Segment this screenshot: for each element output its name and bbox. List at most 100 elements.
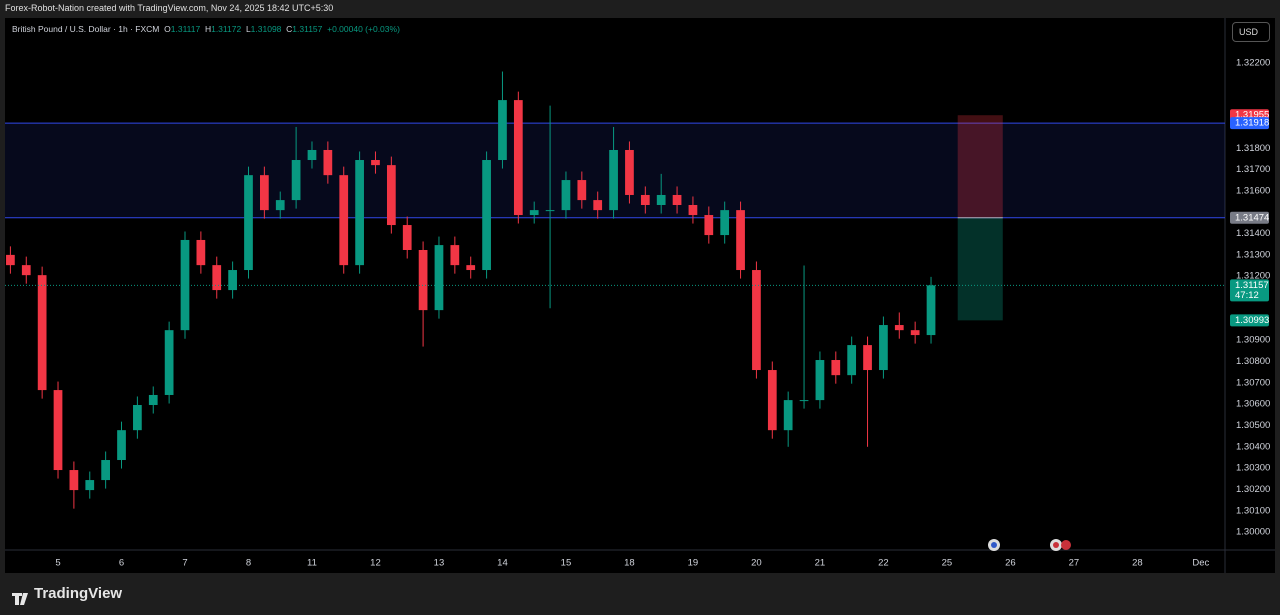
candle-body (164, 330, 174, 395)
zone-badge-label: 1.31918 (1235, 118, 1269, 129)
candle-body (148, 394, 158, 406)
candle-body (323, 149, 333, 176)
o-label: O (164, 24, 171, 34)
candle-body (783, 400, 793, 431)
header-title: Forex-Robot-Nation created with TradingV… (5, 3, 334, 13)
x-tick-label: 22 (878, 558, 889, 569)
x-tick-label: 21 (815, 558, 826, 569)
l-label: L (245, 24, 251, 34)
y-tick-label: 1.30500 (1236, 420, 1270, 431)
candle-body (434, 245, 444, 311)
candle-body (212, 265, 222, 291)
candle-body (545, 210, 555, 212)
candle-body (767, 370, 777, 431)
candle-body (260, 175, 269, 211)
candle-body (577, 180, 587, 201)
candle-body (672, 194, 682, 205)
x-tick-label: 27 (1069, 558, 1080, 569)
h-label: H (204, 24, 212, 34)
x-tick-label: 11 (307, 558, 317, 569)
y-tick-label: 1.30900 (1236, 335, 1270, 346)
x-tick-label: 18 (624, 558, 635, 569)
candle-body (894, 325, 904, 331)
x-tick-label: 7 (182, 558, 187, 569)
candle-body (339, 175, 349, 266)
target-badge (1230, 314, 1269, 327)
candle-body (720, 210, 730, 236)
candle-body (593, 200, 603, 211)
candle-body (402, 225, 412, 250)
candle-body (291, 160, 301, 201)
candle-body (498, 100, 507, 161)
candle-body (831, 360, 841, 376)
event-icons (988, 539, 1071, 551)
candle-body (196, 239, 206, 266)
candle-body (371, 160, 380, 166)
candle-body (847, 345, 857, 376)
y-tick-label: 1.31200 (1236, 271, 1270, 282)
y-tick-label: 1.31400 (1236, 228, 1270, 239)
candle-body (656, 194, 666, 205)
y-tick-label: 1.30700 (1236, 377, 1270, 388)
candle-body (69, 470, 79, 491)
countdown: 47:12 (1235, 290, 1259, 301)
candle-body (355, 160, 364, 266)
candle-body (307, 149, 317, 161)
target-badge-label: 1.30993 (1235, 315, 1269, 326)
candle-body (609, 149, 618, 211)
candle-body (37, 275, 47, 391)
entry-badge (1230, 211, 1269, 224)
entry-badge-label: 1.31474 (1235, 212, 1269, 223)
x-tick-label: 19 (688, 558, 699, 569)
candle-body (926, 285, 936, 336)
candle-body (879, 325, 888, 371)
y-tick-label: 1.30400 (1236, 441, 1270, 452)
brand: TradingView (34, 585, 123, 602)
low: 1.31098 (250, 24, 282, 34)
candle-body (6, 254, 15, 266)
candle-body (863, 345, 872, 371)
candle-body (85, 480, 95, 491)
x-tick-label: 20 (751, 558, 762, 569)
y-tick-label: 1.30600 (1236, 399, 1270, 410)
y-tick-label: 1.30800 (1236, 356, 1270, 367)
candle-body (450, 245, 460, 266)
candle-body (799, 400, 809, 402)
zone-badge (1230, 117, 1269, 130)
y-tick-label: 1.32200 (1236, 58, 1270, 69)
candle-body (513, 100, 523, 216)
candle-body (736, 210, 745, 271)
price-badge-label: 1.31157 (1235, 280, 1269, 291)
currency-button[interactable]: USD (1232, 22, 1270, 42)
target-zone (957, 217, 1003, 321)
open: 1.31117 (170, 24, 201, 34)
candle-body (228, 270, 237, 291)
symbol: British Pound / U.S. Dollar · 1h · FXCM (12, 24, 160, 34)
y-tick-label: 1.31800 (1236, 143, 1270, 154)
c-label: C (286, 24, 293, 34)
candle-body (53, 390, 63, 471)
close: 1.31157 (292, 24, 323, 34)
candle-body (482, 160, 491, 271)
candle-body (529, 210, 539, 216)
x-tick-label: 14 (497, 558, 508, 569)
candle-body (704, 215, 714, 236)
candle-body (244, 175, 253, 271)
stop-badge-label: 1.31955 (1235, 110, 1269, 121)
x-tick-label: 12 (370, 558, 381, 569)
legend: British Pound / U.S. Dollar · 1h · FXCM … (12, 24, 400, 34)
candle-body (21, 265, 31, 276)
x-tick-label: 8 (246, 558, 251, 569)
candle-body (386, 165, 396, 226)
candle-body (910, 330, 920, 336)
x-tick-label: 26 (1005, 558, 1016, 569)
y-tick-label: 1.30100 (1236, 505, 1270, 516)
candle-body (640, 194, 650, 205)
candle-body (561, 180, 571, 211)
y-tick-label: 1.31300 (1236, 249, 1270, 260)
candle-body (752, 270, 761, 371)
candle-body (133, 405, 142, 431)
candle-body (688, 204, 698, 216)
high: 1.31172 (211, 24, 242, 34)
